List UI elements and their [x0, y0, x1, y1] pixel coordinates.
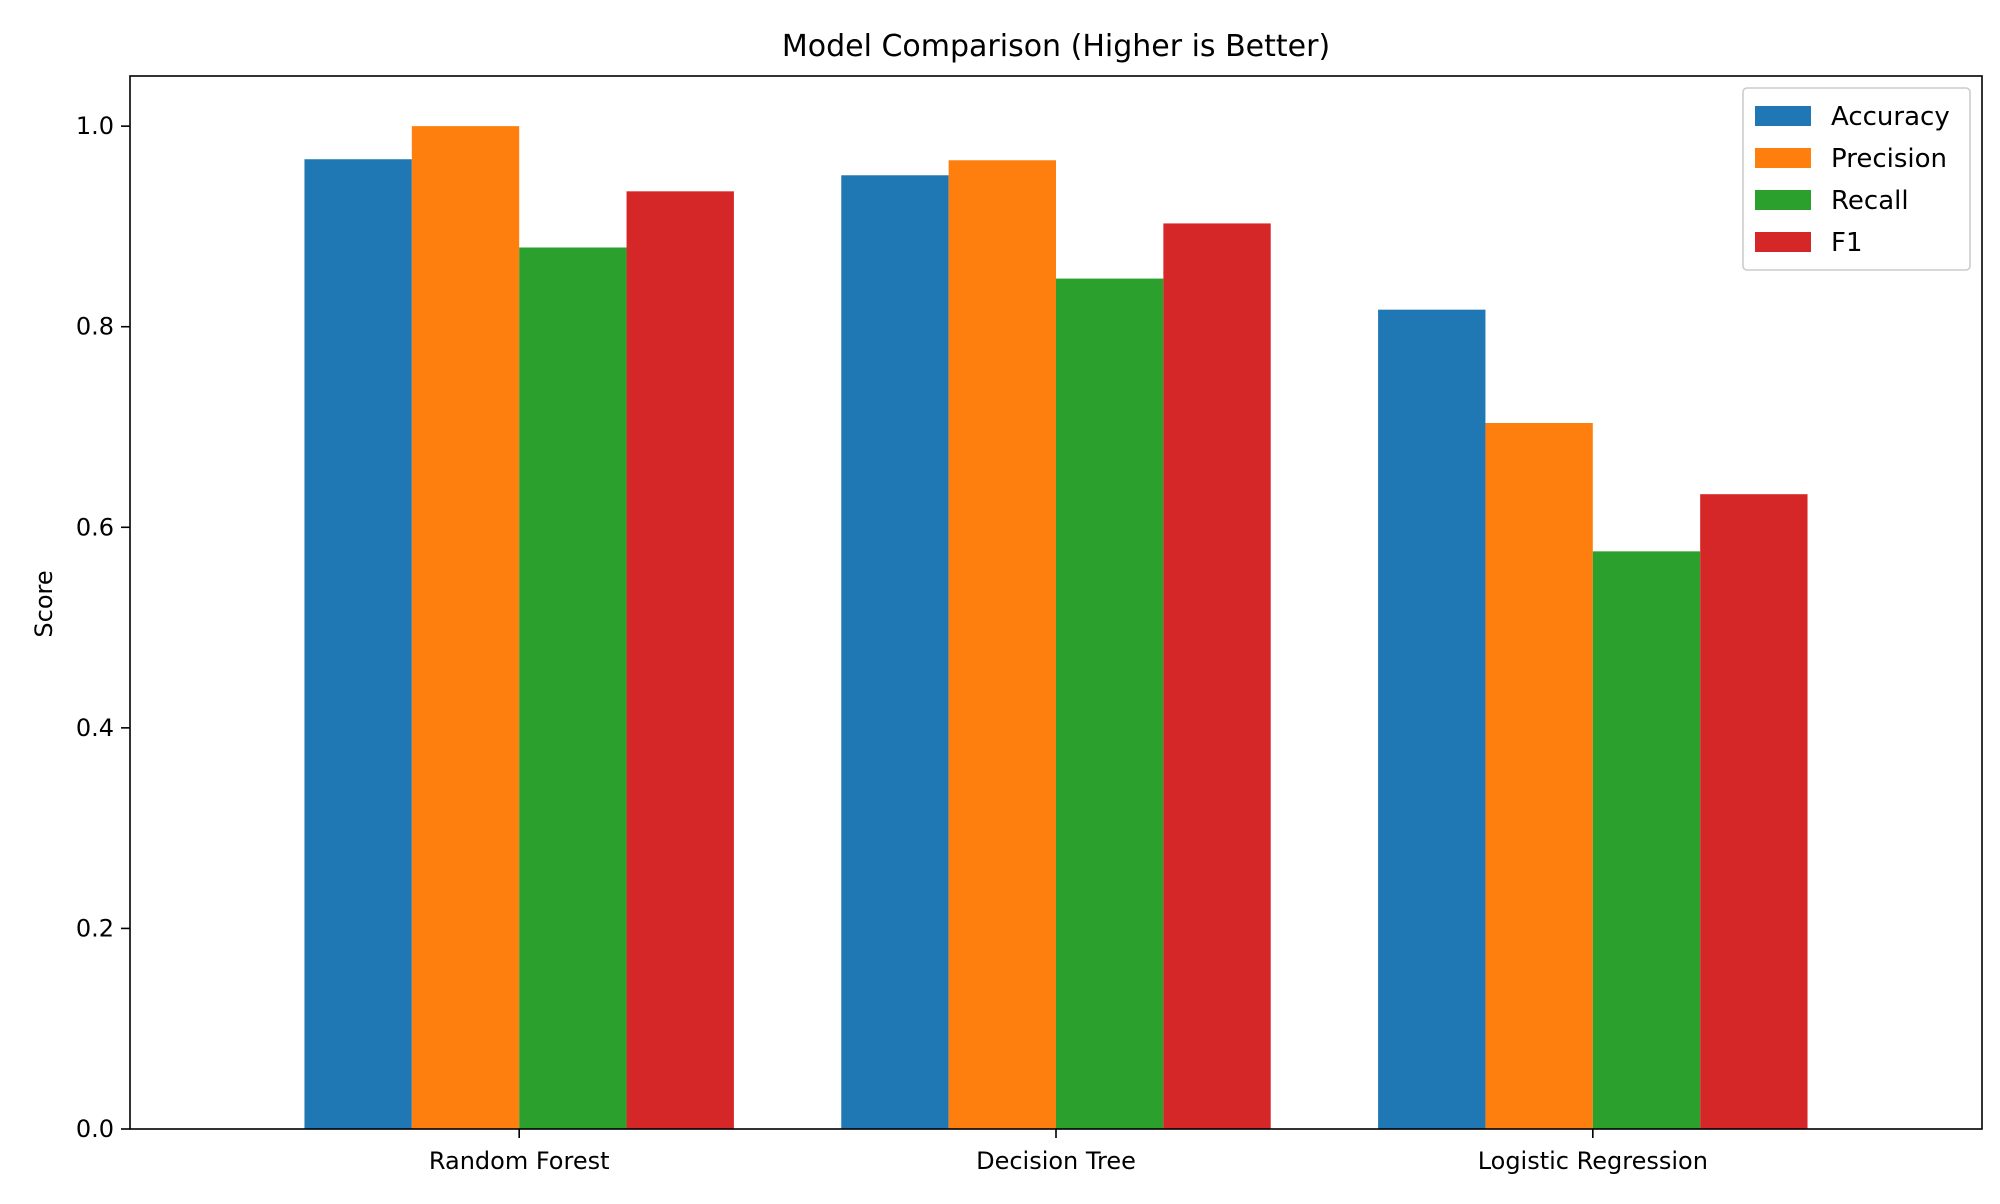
legend-label-f1: F1 — [1831, 228, 1863, 258]
legend-swatch-accuracy — [1755, 106, 1811, 126]
bar-f1-random-forest — [626, 191, 734, 1129]
chart-title: Model Comparison (Higher is Better) — [782, 29, 1330, 64]
bars-layer — [304, 126, 1808, 1130]
bar-accuracy-random-forest — [304, 159, 412, 1130]
bar-precision-decision-tree — [948, 160, 1056, 1130]
bar-precision-logistic-regression — [1485, 422, 1593, 1129]
legend-label-precision: Precision — [1831, 144, 1947, 174]
bar-recall-logistic-regression — [1592, 551, 1701, 1129]
legend-swatch-f1 — [1755, 232, 1811, 252]
x-tick-label: Decision Tree — [976, 1147, 1136, 1175]
bar-precision-random-forest — [411, 126, 520, 1129]
bar-recall-decision-tree — [1056, 278, 1164, 1130]
legend-swatch-precision — [1755, 148, 1811, 168]
y-tick-label: 0.2 — [76, 914, 114, 942]
legend: Accuracy Precision Recall F1 — [1742, 87, 1971, 271]
y-tick-label: 0.6 — [76, 513, 114, 541]
x-tick-label: Random Forest — [429, 1147, 610, 1175]
bar-f1-logistic-regression — [1700, 494, 1808, 1129]
y-axis-label: Score — [30, 570, 58, 637]
y-tick-label: 0.4 — [76, 714, 114, 742]
plot-area-frame — [129, 75, 1983, 1130]
legend-label-recall: Recall — [1831, 186, 1909, 216]
y-tick-label: 0.8 — [76, 313, 114, 341]
bar-recall-random-forest — [519, 247, 627, 1130]
legend-label-accuracy: Accuracy — [1831, 102, 1950, 132]
bar-f1-decision-tree — [1163, 223, 1271, 1130]
x-tick-label: Logistic Regression — [1478, 1147, 1708, 1175]
legend-box — [1742, 87, 1971, 271]
bar-accuracy-decision-tree — [841, 175, 949, 1129]
y-tick-label: 1.0 — [76, 112, 114, 140]
legend-swatch-recall — [1755, 190, 1811, 210]
y-axis-ticks: 0.0 0.2 0.4 0.6 0.8 1.0 — [76, 112, 130, 1143]
y-tick-label: 0.0 — [76, 1115, 114, 1143]
bar-accuracy-logistic-regression — [1378, 309, 1486, 1129]
x-axis-ticks: Random Forest Decision Tree Logistic Regre… — [429, 1129, 1708, 1175]
